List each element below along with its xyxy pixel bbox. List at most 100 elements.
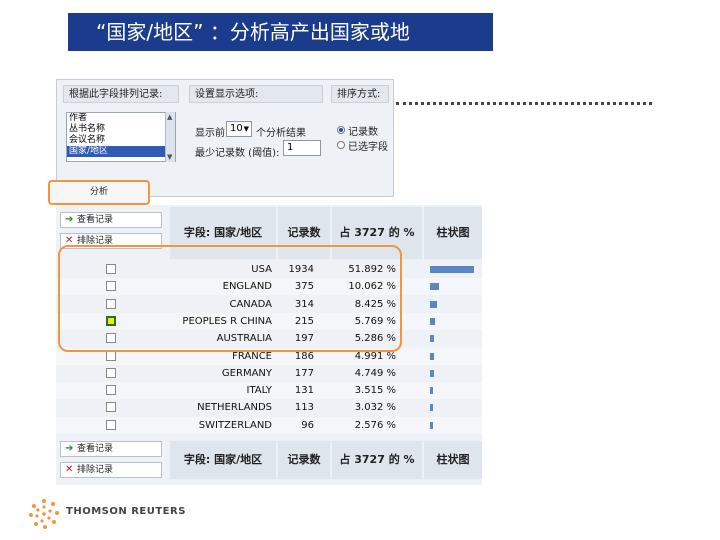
dotted-divider bbox=[396, 102, 652, 105]
bar-mark bbox=[430, 283, 439, 291]
sort-header: 排序方式: bbox=[331, 85, 389, 103]
company-logo-text: THOMSON REUTERS bbox=[66, 506, 186, 517]
field-select-list[interactable]: 作者 丛书名称 会议名称 国家/地区 bbox=[66, 112, 176, 162]
percent-column-footer: 占 3727 的 % bbox=[332, 441, 422, 479]
bar-mark bbox=[430, 421, 433, 429]
view-records-button-bottom[interactable]: ➔ 查看记录 bbox=[60, 441, 162, 457]
thomson-reuters-logo-icon bbox=[29, 499, 59, 529]
percent-cell: 4.749 % bbox=[354, 367, 396, 379]
field-option[interactable]: 会议名称 bbox=[69, 135, 106, 145]
percent-column-header[interactable]: 占 3727 的 % bbox=[332, 207, 422, 259]
percent-cell: 51.892 % bbox=[348, 264, 396, 275]
exclude-records-label: 排除记录 bbox=[77, 465, 114, 475]
count-column-header[interactable]: 记录数 bbox=[278, 207, 330, 259]
bar-mark bbox=[430, 404, 433, 412]
view-records-label: 查看记录 bbox=[77, 444, 114, 454]
field-option[interactable]: 国家/地区 bbox=[67, 146, 175, 157]
country-cell: ITALY bbox=[246, 385, 272, 397]
row-checkbox[interactable] bbox=[106, 264, 116, 274]
display-label-prefix: 显示前 bbox=[195, 128, 225, 139]
percent-cell: 3.515 % bbox=[354, 385, 396, 397]
exclude-records-button-bottom[interactable]: ✕ 排除记录 bbox=[60, 462, 162, 478]
count-cell: 96 bbox=[301, 419, 314, 431]
count-cell: 113 bbox=[294, 402, 314, 414]
country-cell: SWITZERLAND bbox=[198, 419, 272, 431]
min-count-input[interactable]: 1 bbox=[283, 140, 321, 156]
chart-column-header: 柱状图 bbox=[424, 207, 482, 259]
row-checkbox[interactable] bbox=[106, 419, 116, 430]
display-count-select[interactable]: 10 ▼ bbox=[226, 121, 252, 137]
bar-mark bbox=[430, 266, 474, 273]
row-checkbox[interactable] bbox=[106, 350, 116, 361]
arrow-right-icon: ➔ bbox=[65, 443, 74, 454]
bar-mark bbox=[430, 317, 435, 325]
field-column-footer: 字段: 国家/地区 bbox=[170, 441, 276, 479]
table-row: SWITZERLAND 96 2.576 % bbox=[56, 416, 482, 434]
percent-cell: 5.286 % bbox=[354, 333, 396, 345]
close-icon: ✕ bbox=[65, 464, 74, 475]
country-cell: PEOPLES R CHINA bbox=[182, 315, 272, 327]
count-cell: 197 bbox=[294, 333, 314, 345]
row-checkbox[interactable] bbox=[106, 402, 116, 413]
chart-column-footer: 柱状图 bbox=[424, 441, 482, 479]
field-option[interactable]: 作者 bbox=[69, 113, 88, 123]
exclude-records-label: 排除记录 bbox=[77, 236, 114, 246]
table-row: GERMANY 177 4.749 % bbox=[56, 365, 482, 382]
sort-by-count-label: 记录数 bbox=[348, 127, 378, 138]
percent-cell: 4.991 % bbox=[354, 350, 396, 362]
row-checkbox[interactable] bbox=[106, 385, 116, 396]
row-checkbox[interactable] bbox=[106, 367, 116, 378]
bar-mark bbox=[430, 387, 433, 395]
country-cell: FRANCE bbox=[232, 350, 272, 362]
country-cell: ENGLAND bbox=[222, 281, 272, 293]
view-records-label: 查看记录 bbox=[77, 215, 114, 225]
field-list-scrollbar[interactable]: ▲ ▼ bbox=[165, 112, 175, 162]
table-row: CANADA 314 8.425 % bbox=[56, 296, 482, 313]
country-cell: CANADA bbox=[229, 298, 272, 310]
count-cell: 375 bbox=[294, 281, 314, 293]
close-icon: ✕ bbox=[65, 235, 74, 246]
analyze-button[interactable]: 分析 bbox=[48, 180, 150, 205]
row-checkbox[interactable] bbox=[106, 298, 116, 309]
country-cell: NETHERLANDS bbox=[197, 402, 272, 414]
view-records-button[interactable]: ➔ 查看记录 bbox=[60, 212, 162, 228]
percent-cell: 5.769 % bbox=[354, 315, 396, 327]
arrow-right-icon: ➔ bbox=[65, 214, 74, 225]
sort-by-count-radio[interactable] bbox=[337, 126, 345, 134]
count-cell: 131 bbox=[294, 385, 314, 397]
field-header: 根据此字段排列记录: bbox=[63, 85, 179, 103]
percent-cell: 3.032 % bbox=[354, 402, 396, 414]
row-checkbox[interactable] bbox=[106, 281, 116, 292]
bar-mark bbox=[430, 352, 435, 360]
slide-title: “国家/地区” ：分析高产出国家或地 bbox=[68, 13, 493, 51]
table-row: USA 1934 51.892 % bbox=[56, 261, 482, 278]
scroll-up-icon[interactable]: ▲ bbox=[167, 113, 173, 121]
row-checkbox[interactable] bbox=[106, 315, 116, 326]
highlight-annotation bbox=[58, 245, 402, 352]
count-column-footer: 记录数 bbox=[278, 441, 330, 479]
table-row: PEOPLES R CHINA 215 5.769 % bbox=[56, 312, 482, 330]
min-count-label: 最少记录数 (阈值): bbox=[195, 148, 280, 159]
scroll-down-icon[interactable]: ▼ bbox=[167, 153, 173, 161]
country-cell: AUSTRALIA bbox=[216, 333, 272, 345]
count-cell: 177 bbox=[294, 367, 314, 379]
display-header: 设置显示选项: bbox=[189, 85, 323, 103]
chevron-down-icon: ▼ bbox=[243, 125, 249, 133]
display-label-suffix: 个分析结果 bbox=[256, 128, 306, 139]
country-cell: GERMANY bbox=[221, 367, 272, 379]
bar-mark bbox=[430, 300, 438, 308]
percent-cell: 2.576 % bbox=[354, 419, 396, 431]
results-table: ➔ 查看记录 ✕ 排除记录 字段: 国家/地区 记录数 占 3727 的 % 柱… bbox=[56, 205, 482, 485]
table-row: NETHERLANDS 113 3.032 % bbox=[56, 399, 482, 416]
field-option[interactable]: 丛书名称 bbox=[69, 124, 106, 134]
count-cell: 186 bbox=[294, 350, 314, 362]
row-checkbox[interactable] bbox=[106, 333, 116, 344]
field-column-header[interactable]: 字段: 国家/地区 bbox=[170, 207, 276, 259]
bar-mark bbox=[430, 369, 434, 377]
sort-by-field-radio[interactable] bbox=[337, 141, 345, 149]
sort-by-field-label: 已选字段 bbox=[348, 142, 388, 153]
bar-mark bbox=[430, 335, 435, 343]
percent-cell: 10.062 % bbox=[348, 281, 396, 293]
table-row: AUSTRALIA 197 5.286 % bbox=[56, 330, 482, 347]
count-cell: 215 bbox=[294, 315, 314, 327]
